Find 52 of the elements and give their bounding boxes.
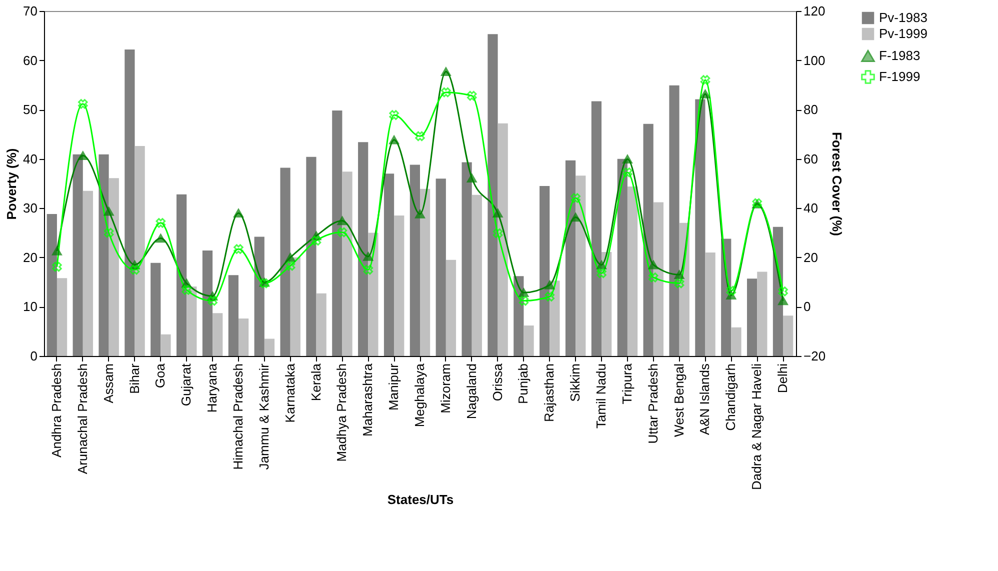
x-tick-label: Tamil Nadu (594, 364, 609, 429)
y-tick-label: 10 (23, 299, 38, 314)
y-axis-title: Poverty (%) (4, 148, 20, 220)
x-tick-label: Assam (100, 364, 116, 404)
y2-tick-label: −20 (804, 348, 826, 364)
x-tick-label: Dadra & Nagar Haveli (749, 363, 764, 490)
x-tick-label: Chandigarh (723, 364, 738, 431)
x-tick-label: Orissa (490, 362, 505, 402)
y2-axis-title: Forest Cover (%) (830, 132, 845, 236)
x-tick-label: Maharashtra (360, 362, 376, 436)
legend-label: Pv-1983 (879, 10, 928, 25)
x-tick-label: Punjab (516, 364, 531, 404)
y-tick-label: 0 (30, 348, 38, 364)
y-tick-label: 20 (23, 250, 38, 265)
y2-tick-label: 20 (804, 250, 818, 265)
x-tick-label: Tripura (619, 362, 634, 404)
y2-tick-label: 0 (804, 299, 811, 314)
legend-label: Pv-1999 (879, 26, 928, 41)
y-tick-label: 60 (23, 52, 38, 68)
x-tick-label: Delhi (775, 363, 790, 394)
x-tick-label: West Bengal (671, 363, 686, 437)
x-tick-label: A&N Islands (697, 363, 712, 436)
x-tick-label: Karnataka (282, 362, 298, 423)
y2-tick-label: 80 (804, 102, 818, 118)
x-tick-label: Andhra Pradesh (48, 364, 64, 458)
x-tick-label: Kerala (308, 362, 324, 402)
x-tick-label: Haryana (204, 362, 220, 413)
x-tick-label: Mizoram (438, 364, 453, 414)
y2-tick-label: 100 (804, 52, 826, 68)
x-tick-label: Arunachal Pradesh (74, 364, 90, 474)
x-tick-label: Jammu & Kashmir (256, 362, 272, 470)
y-tick-label: 50 (23, 102, 38, 118)
x-axis-title: States/UTs (387, 492, 454, 507)
x-tick-label: Rajasthan (542, 364, 557, 422)
x-tick-label: Goa (152, 362, 168, 388)
y-tick-label: 40 (23, 151, 38, 166)
x-tick-label: Manipur (386, 362, 402, 410)
x-tick-label: Madhya Pradesh (334, 364, 350, 462)
y2-tick-label: 40 (804, 200, 818, 216)
y2-tick-label: 120 (804, 4, 826, 18)
x-tick-label: Sikkim (568, 364, 583, 402)
x-tick-label: Himachal Pradesh (230, 364, 246, 470)
x-tick-label: Uttar Pradesh (645, 364, 660, 444)
y-tick-label: 70 (23, 4, 38, 18)
x-tick-label: Gujarat (178, 363, 194, 406)
x-tick-label: Meghalaya (412, 362, 427, 428)
x-tick-label: Nagaland (464, 364, 479, 420)
y-tick-label: 30 (23, 200, 38, 216)
y2-tick-label: 60 (804, 151, 818, 166)
x-tick-label: Bihar (126, 362, 142, 394)
legend-label: F-1999 (879, 69, 920, 84)
legend-label: F-1983 (879, 48, 920, 63)
